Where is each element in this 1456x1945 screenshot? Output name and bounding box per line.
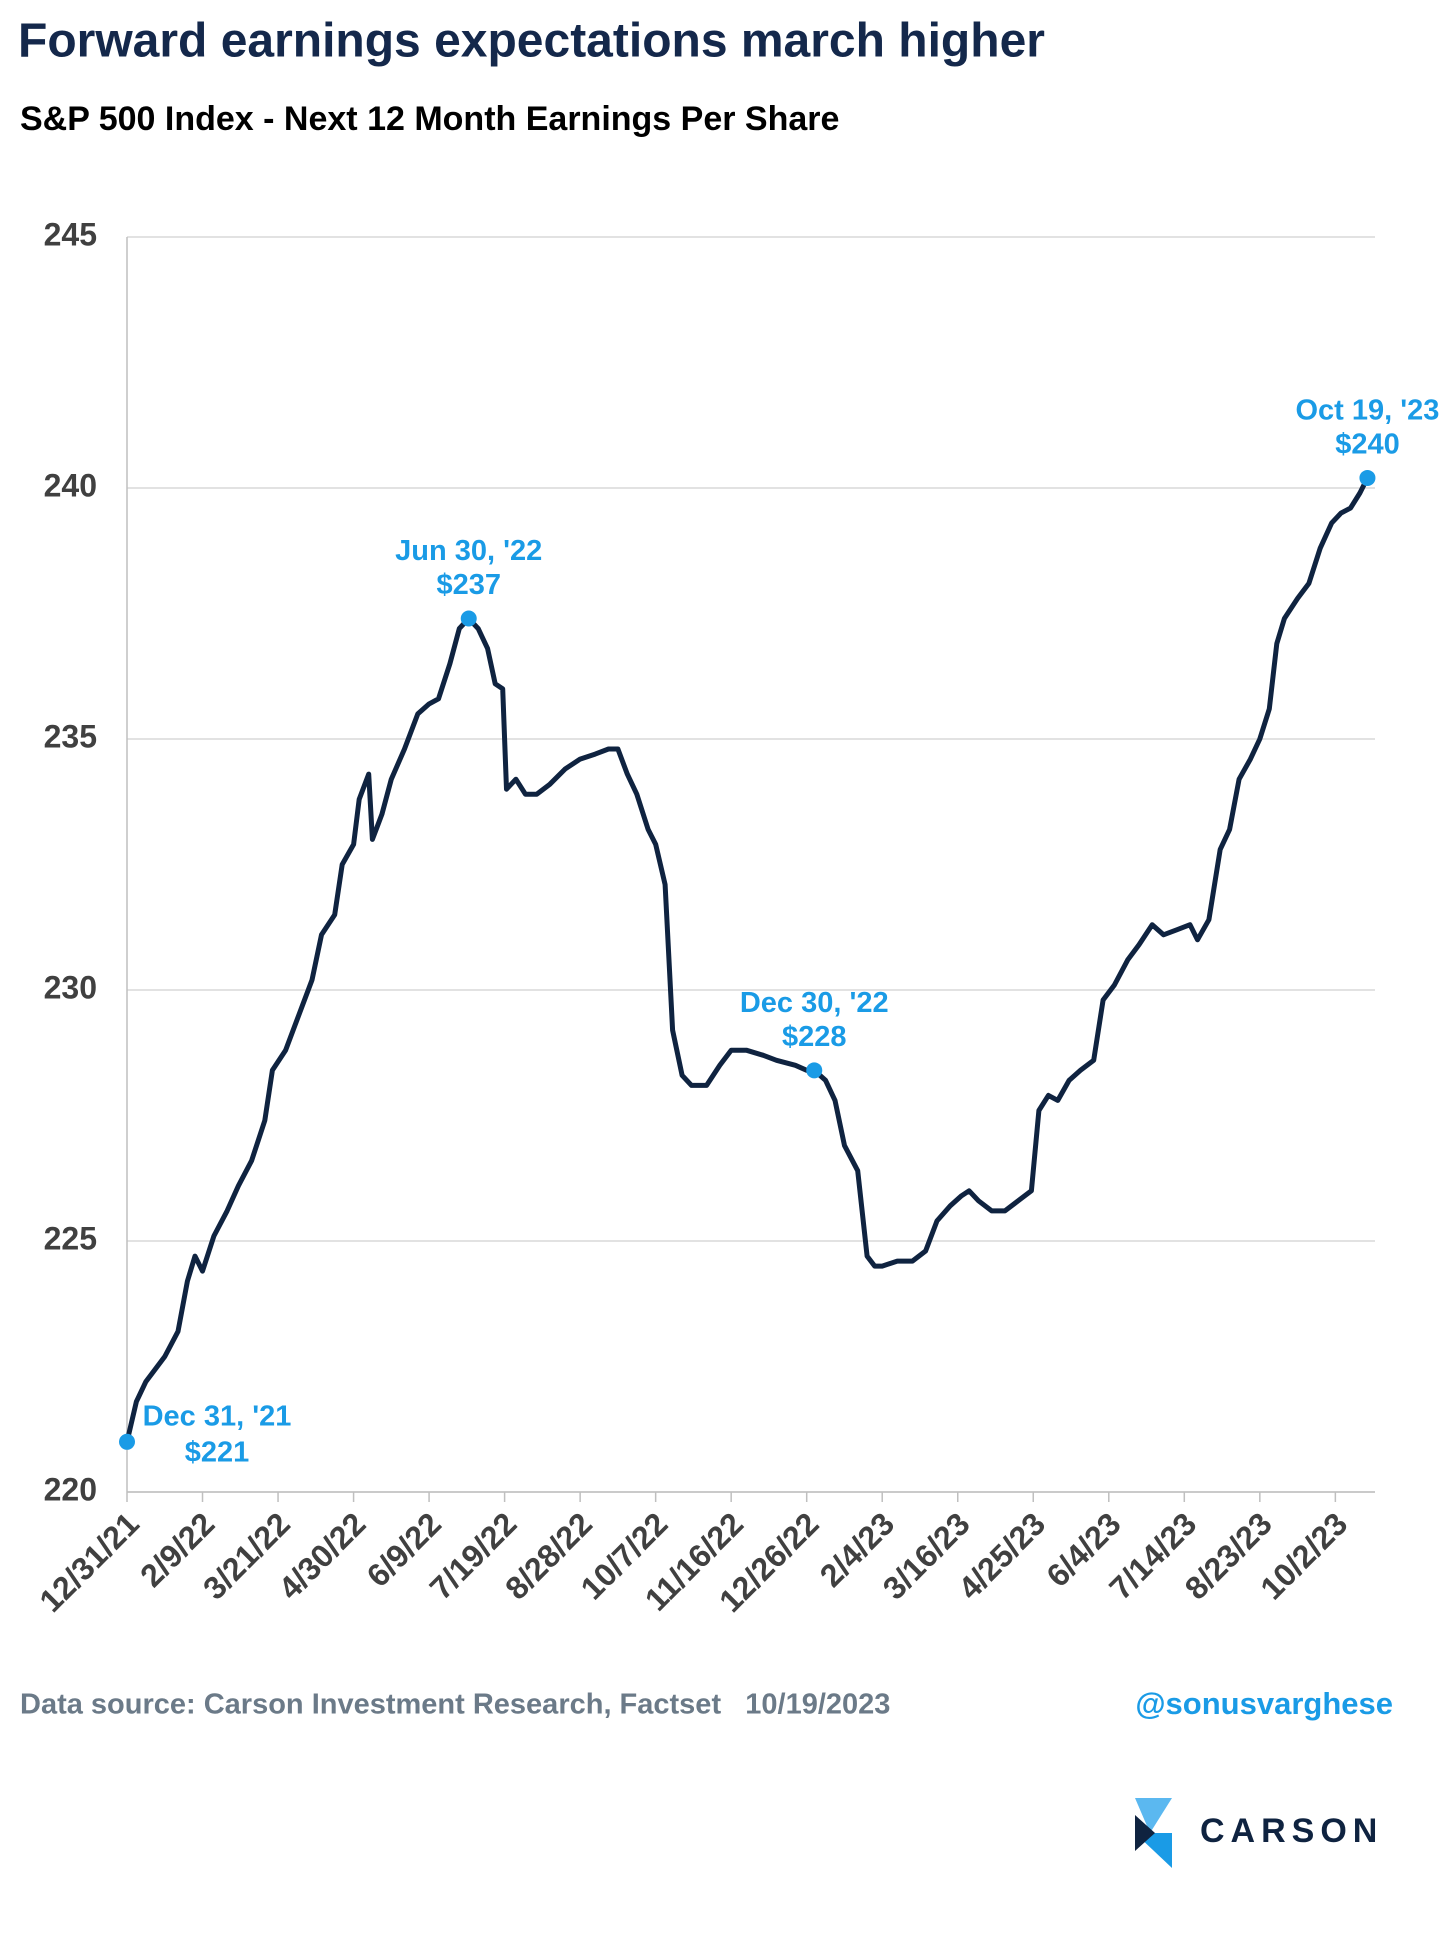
logo-text: CARSON (1200, 1812, 1383, 1850)
annotation-point (460, 610, 477, 627)
x-tick-label: 4/25/23 (951, 1505, 1052, 1606)
x-tick-label: 12/31/21 (32, 1505, 146, 1619)
annotation-label: Jun 30, '22 (395, 535, 542, 567)
y-tick-label: 240 (44, 467, 97, 503)
annotation-label: $240 (1335, 429, 1400, 461)
y-tick-label: 245 (44, 216, 97, 252)
annotation-point (119, 1433, 135, 1450)
logo-icon (1135, 1798, 1172, 1868)
annotation-label: $221 (185, 1436, 250, 1468)
y-tick-label: 225 (44, 1220, 97, 1256)
chart-title: Forward earnings expectations march high… (18, 15, 1045, 68)
source-note: Data source: Carson Investment Research,… (20, 1689, 890, 1721)
annotation-label: Dec 30, '22 (740, 987, 889, 1019)
y-tick-label: 235 (44, 718, 97, 754)
data-line (124, 476, 1370, 1443)
x-tick-label: 10/2/23 (1253, 1505, 1354, 1606)
annotation-point (806, 1062, 823, 1079)
chart-subtitle: S&P 500 Index - Next 12 Month Earnings P… (20, 100, 839, 138)
annotation-point (1359, 469, 1376, 486)
x-tick-label: 4/30/22 (272, 1505, 373, 1606)
handle: @sonusvarghese (1135, 1686, 1393, 1721)
annotation-label: Oct 19, '23 (1295, 395, 1439, 427)
y-tick-label: 230 (44, 969, 97, 1005)
annotation-label: $237 (436, 569, 501, 601)
y-tick-label: 220 (44, 1471, 97, 1507)
annotation-label: Dec 31, '21 (143, 1400, 292, 1432)
annotation-label: $228 (782, 1021, 847, 1053)
